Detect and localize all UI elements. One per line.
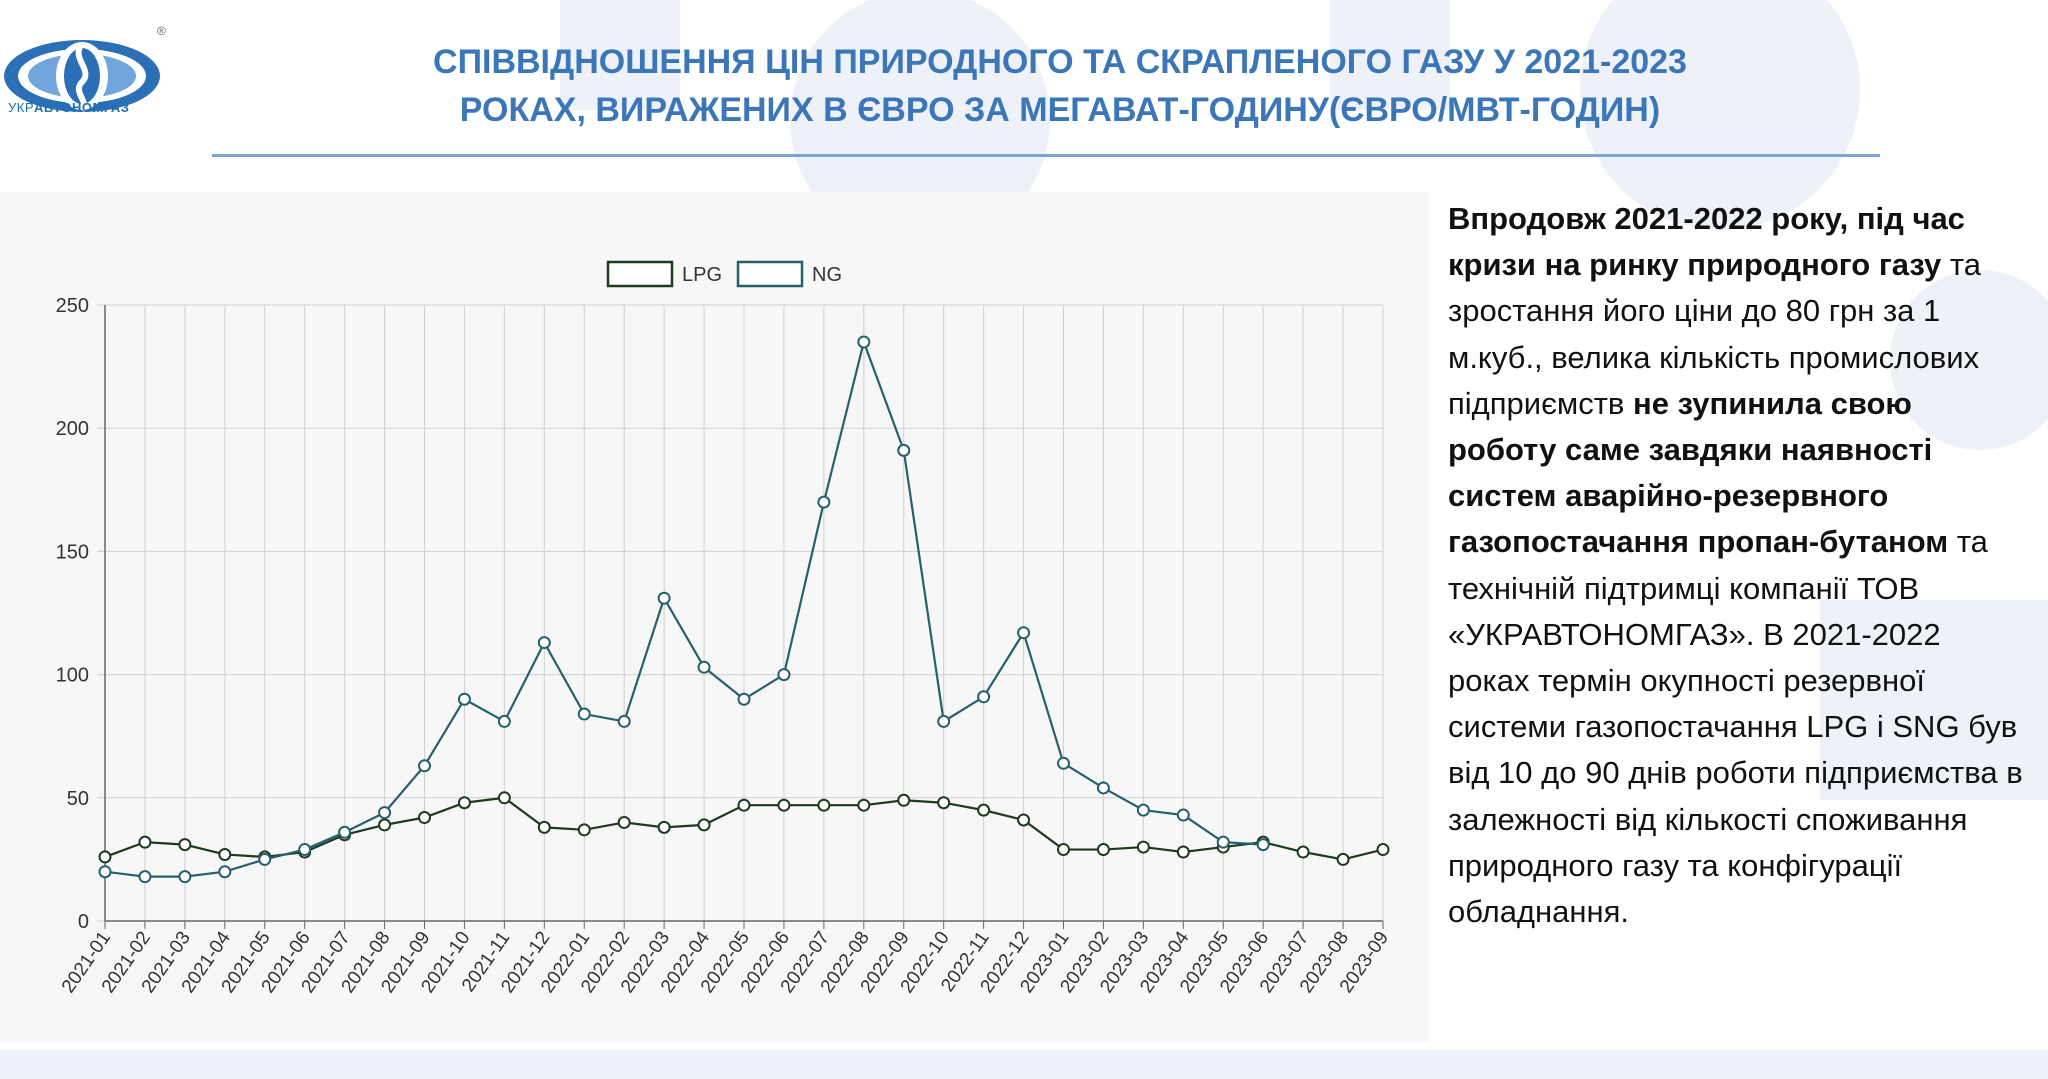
data-point-ng xyxy=(1216,835,1230,849)
data-point-ng xyxy=(937,714,951,728)
data-point-lpg xyxy=(1136,840,1150,854)
data-point-ng xyxy=(697,660,711,674)
data-point-ng xyxy=(497,714,511,728)
data-point-ng xyxy=(897,443,911,457)
data-point-ng xyxy=(977,690,991,704)
data-point-ng xyxy=(1136,803,1150,817)
data-point-ng xyxy=(338,825,352,839)
page-title: СПІВВІДНОШЕННЯ ЦІН ПРИРОДНОГО ТА СКРАПЛЕ… xyxy=(230,38,1890,134)
data-point-ng xyxy=(1017,626,1031,640)
data-point-ng xyxy=(1096,781,1110,795)
bg-block xyxy=(1330,0,1450,110)
data-point-ng xyxy=(457,692,471,706)
data-point-lpg xyxy=(537,820,551,834)
data-point-lpg xyxy=(857,798,871,812)
data-point-ng xyxy=(98,865,112,879)
data-point-lpg xyxy=(1176,845,1190,859)
y-tick-label: 50 xyxy=(67,788,89,810)
description-bold-segment: Впродовж 2021-2022 року, під час кризи н… xyxy=(1448,201,1965,283)
series-ng xyxy=(98,335,1270,884)
data-point-lpg xyxy=(418,811,431,825)
logo-wordmark: УКРАВТОНОМГАЗ xyxy=(8,100,129,115)
data-point-ng xyxy=(657,591,671,605)
data-point-ng xyxy=(537,636,551,650)
data-point-lpg xyxy=(657,820,671,834)
data-point-ng xyxy=(378,806,392,820)
data-point-lpg xyxy=(617,815,631,829)
data-point-ng xyxy=(577,707,591,721)
data-point-lpg xyxy=(897,793,911,807)
data-point-lpg xyxy=(1096,843,1110,857)
y-tick-label: 150 xyxy=(56,541,89,563)
data-point-lpg xyxy=(98,850,112,864)
data-point-lpg xyxy=(378,818,392,832)
price-line-chart: 0501001502002502021-012021-022021-032021… xyxy=(56,260,1393,997)
data-point-lpg xyxy=(817,798,831,812)
y-tick-label: 250 xyxy=(56,295,89,317)
legend-swatch-lpg xyxy=(606,260,674,288)
bg-circle xyxy=(1890,270,2048,450)
legend-label-ng: NG xyxy=(812,264,842,286)
description-bold-segment: не зупинила свою роботу саме завдяки ная… xyxy=(1448,385,1949,560)
bg-circle xyxy=(790,0,1050,250)
y-tick-label: 0 xyxy=(78,911,89,933)
description-segment: та зростання його ціни до 80 грн за 1 м.… xyxy=(1448,247,1981,421)
data-point-ng xyxy=(178,870,192,884)
data-point-lpg xyxy=(977,803,991,817)
title-divider xyxy=(212,154,1880,157)
series-line-ng xyxy=(104,338,1264,878)
bg-strip xyxy=(0,1050,2048,1079)
data-point-lpg xyxy=(1376,843,1390,857)
legend-swatch-ng xyxy=(736,260,804,288)
chart-panel: 0 50 100 150 200 250 2021-01 2021-02 2021-03 2021… xyxy=(0,192,1430,1042)
data-point-ng xyxy=(1057,756,1070,770)
data-point-lpg xyxy=(1296,845,1310,859)
data-point-lpg xyxy=(1017,813,1031,827)
data-point-ng xyxy=(258,852,272,866)
data-point-ng xyxy=(418,759,431,773)
bg-block xyxy=(1820,600,2048,800)
data-point-ng xyxy=(857,335,871,349)
title-line-1: СПІВВІДНОШЕННЯ ЦІН ПРИРОДНОГО ТА СКРАПЛЕ… xyxy=(433,43,1687,81)
data-point-lpg xyxy=(218,847,232,861)
y-tick-label: 100 xyxy=(56,665,89,687)
data-point-ng xyxy=(817,495,831,509)
data-point-lpg xyxy=(178,838,192,852)
bg-circle xyxy=(1580,0,1860,230)
registered-mark: ® xyxy=(157,24,166,38)
data-point-lpg xyxy=(937,796,951,810)
data-point-ng xyxy=(617,714,631,728)
logo-main: АВТОНОМГАЗ xyxy=(34,100,130,115)
data-point-ng xyxy=(1176,808,1190,822)
data-point-lpg xyxy=(1057,843,1070,857)
data-point-ng xyxy=(218,865,232,879)
data-point-ng xyxy=(737,692,751,706)
data-point-lpg xyxy=(138,835,152,849)
data-point-lpg xyxy=(777,798,791,812)
data-point-lpg xyxy=(737,798,751,812)
y-tick-label: 200 xyxy=(56,418,89,440)
data-point-lpg xyxy=(577,823,591,837)
logo-prefix: УКР xyxy=(8,100,35,115)
data-point-lpg xyxy=(497,791,511,805)
data-point-ng xyxy=(138,870,152,884)
data-point-lpg xyxy=(697,818,711,832)
data-point-ng xyxy=(777,668,791,682)
legend-label-lpg: LPG xyxy=(682,264,722,286)
data-point-lpg xyxy=(1336,852,1350,866)
title-line-2: РОКАХ, ВИРАЖЕНИХ В ЄВРО ЗА МЕГАВАТ-ГОДИН… xyxy=(459,91,1661,129)
data-point-ng xyxy=(298,843,312,857)
company-logo xyxy=(4,40,160,113)
description-text: Впродовж 2021-2022 року, під час кризи н… xyxy=(1448,196,2028,935)
data-point-ng xyxy=(1256,838,1270,852)
bg-block xyxy=(560,0,680,110)
data-point-lpg xyxy=(457,796,471,810)
description-segment: та технічній підтримці компанії ТОВ «УКР… xyxy=(1448,524,2023,930)
